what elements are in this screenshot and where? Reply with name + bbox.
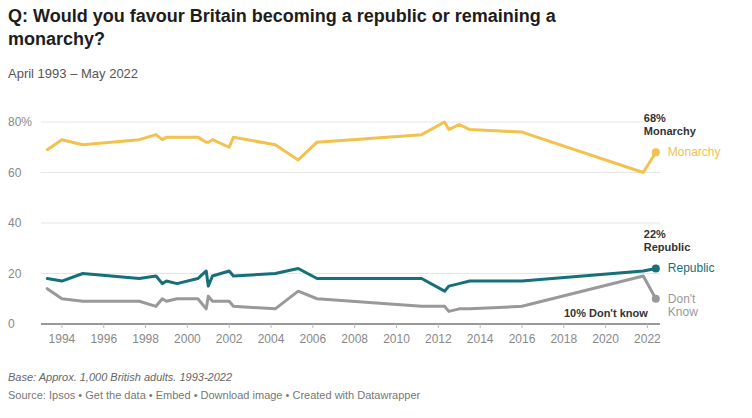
x-tick-label: 2004	[258, 332, 285, 346]
grid-line	[41, 223, 660, 224]
x-tick-label: 2014	[467, 332, 494, 346]
annotation: 22%	[644, 228, 666, 240]
x-tick	[103, 324, 104, 328]
x-tick	[187, 324, 188, 328]
title: Q: Would you favour Britain becoming a r…	[8, 6, 557, 49]
source: Source: Ipsos • Get the data • Embed • D…	[8, 389, 421, 401]
x-tick	[354, 324, 355, 328]
x-tick-label: 1996	[90, 332, 117, 346]
x-tick	[229, 324, 230, 328]
y-tick-label: 60	[8, 166, 22, 180]
chart: Q: Would you favour Britain becoming a r…	[0, 0, 752, 418]
grid-line	[41, 122, 660, 123]
x-tick-label: 1998	[132, 332, 159, 346]
annotation: 68%	[644, 112, 666, 124]
x-tick-label: 2010	[383, 332, 410, 346]
series-label: Don'tKnow	[668, 292, 698, 319]
x-tick	[312, 324, 313, 328]
x-tick-label: 2012	[425, 332, 452, 346]
x-axis-line	[41, 324, 660, 325]
x-tick	[438, 324, 439, 328]
x-tick-label: 2018	[550, 332, 577, 346]
x-tick	[145, 324, 146, 328]
series-label: Monarchy	[668, 145, 721, 159]
y-tick-label: 20	[8, 267, 22, 281]
plot-area	[47, 122, 660, 311]
end-marker	[652, 295, 660, 303]
x-tick-label: 2022	[634, 332, 661, 346]
x-tick	[605, 324, 606, 328]
end-marker	[652, 148, 660, 156]
end-marker	[652, 264, 660, 272]
x-tick-label: 2006	[300, 332, 327, 346]
y-tick-label: 0	[8, 317, 15, 331]
x-tick-label: 2008	[341, 332, 368, 346]
series-label: Republic	[668, 261, 715, 275]
grid-line	[41, 172, 660, 173]
x-tick-label: 2002	[216, 332, 243, 346]
x-tick	[61, 324, 62, 328]
notes: Base: Approx. 1,000 British adults. 1993…	[8, 371, 232, 383]
annotation: Republic	[644, 241, 690, 253]
x-tick-label: 1994	[49, 332, 76, 346]
subtitle: April 1993 – May 2022	[8, 66, 138, 81]
x-tick-label: 2020	[592, 332, 619, 346]
x-tick	[480, 324, 481, 328]
x-tick	[563, 324, 564, 328]
annotation: Monarchy	[644, 125, 697, 137]
grid-line	[41, 273, 660, 274]
x-tick	[396, 324, 397, 328]
x-tick-label: 2016	[509, 332, 536, 346]
annotation: 10% Don't know	[564, 307, 648, 319]
series-line	[47, 122, 656, 173]
y-tick-label: 40	[8, 216, 22, 230]
y-tick-label: 80%	[8, 115, 32, 129]
x-tick	[521, 324, 522, 328]
series-line	[47, 268, 656, 291]
x-tick-label: 2000	[174, 332, 201, 346]
x-tick	[271, 324, 272, 328]
x-tick	[647, 324, 648, 328]
